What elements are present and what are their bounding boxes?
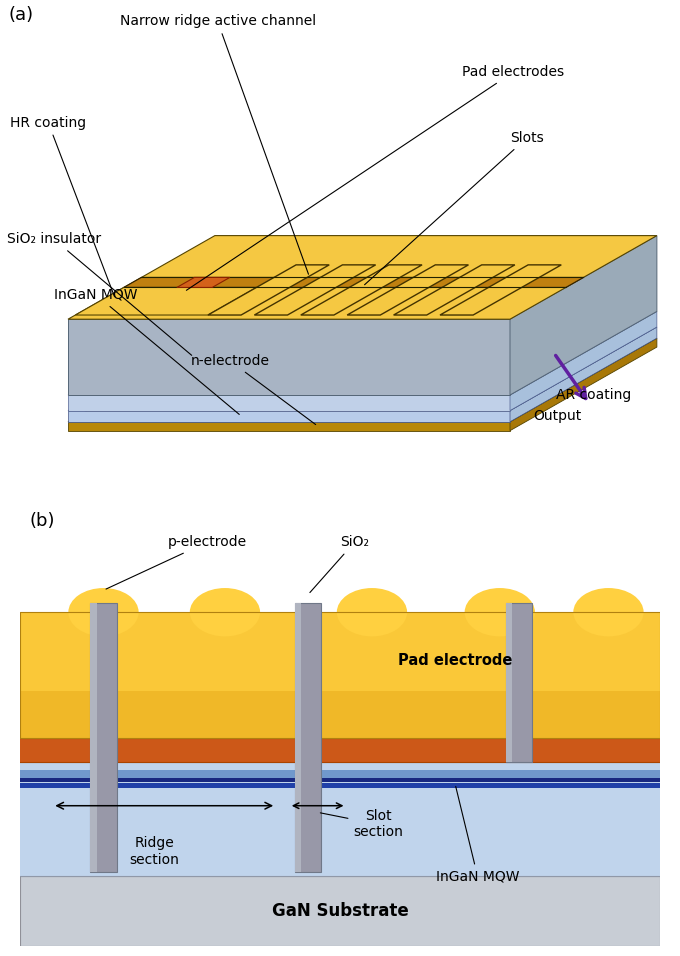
Polygon shape — [510, 338, 657, 430]
Text: Narrow ridge active channel: Narrow ridge active channel — [120, 14, 316, 274]
Bar — [20, 770, 660, 777]
Bar — [294, 603, 322, 872]
Polygon shape — [75, 288, 256, 315]
Circle shape — [68, 588, 139, 637]
Text: InGaN MQW: InGaN MQW — [54, 288, 239, 414]
Text: (b): (b) — [30, 512, 56, 531]
Text: Ridge
section: Ridge section — [130, 836, 180, 867]
Text: Pad electrodes: Pad electrodes — [186, 65, 564, 291]
Polygon shape — [68, 235, 657, 319]
Text: SiO₂: SiO₂ — [310, 535, 369, 593]
Text: Slots: Slots — [364, 131, 544, 285]
Polygon shape — [208, 265, 329, 315]
Bar — [90, 603, 97, 872]
Text: Output: Output — [533, 409, 581, 423]
Polygon shape — [510, 235, 657, 395]
Polygon shape — [68, 319, 510, 395]
Bar — [20, 762, 660, 876]
Polygon shape — [510, 327, 657, 422]
Text: GaN Substrate: GaN Substrate — [271, 902, 409, 921]
Polygon shape — [177, 277, 230, 288]
Bar — [20, 738, 660, 762]
Polygon shape — [68, 338, 657, 422]
Bar — [20, 612, 660, 738]
Text: Pad electrode: Pad electrode — [398, 653, 512, 668]
Polygon shape — [68, 327, 657, 411]
Polygon shape — [68, 422, 510, 430]
Text: InGaN MQW: InGaN MQW — [436, 787, 520, 883]
Polygon shape — [440, 265, 561, 315]
Polygon shape — [394, 265, 515, 315]
Bar — [20, 612, 660, 738]
Polygon shape — [68, 411, 510, 422]
Polygon shape — [510, 312, 657, 411]
Bar — [294, 603, 301, 872]
Text: SiO₂ insulator: SiO₂ insulator — [7, 232, 192, 356]
Circle shape — [464, 588, 535, 637]
Polygon shape — [124, 277, 583, 288]
Text: HR coating: HR coating — [10, 116, 114, 296]
Text: (a): (a) — [8, 7, 33, 24]
Bar — [20, 778, 660, 782]
Bar — [505, 603, 532, 762]
Text: AR coating: AR coating — [556, 388, 632, 402]
Bar — [20, 876, 660, 946]
Circle shape — [337, 588, 407, 637]
Polygon shape — [68, 312, 657, 395]
Polygon shape — [254, 265, 375, 315]
Polygon shape — [68, 395, 510, 411]
Bar — [90, 603, 117, 872]
Text: Slot
section: Slot section — [320, 810, 403, 839]
Bar — [505, 603, 512, 762]
Bar — [20, 612, 660, 691]
Circle shape — [190, 588, 260, 637]
Text: n-electrode: n-electrode — [190, 354, 316, 424]
Bar — [20, 783, 660, 788]
Polygon shape — [347, 265, 469, 315]
Circle shape — [573, 588, 644, 637]
Text: p-electrode: p-electrode — [106, 535, 247, 589]
Polygon shape — [301, 265, 422, 315]
